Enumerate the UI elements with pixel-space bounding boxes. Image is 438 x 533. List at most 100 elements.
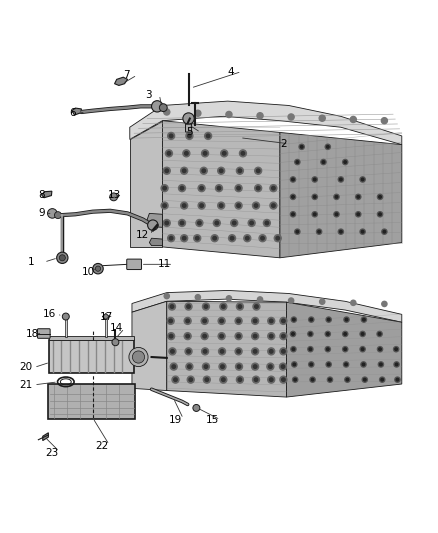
Text: 15: 15 [206,415,219,425]
Circle shape [218,318,225,325]
Circle shape [166,150,173,157]
Circle shape [312,212,318,217]
Circle shape [203,151,207,155]
Circle shape [237,365,241,368]
Circle shape [200,167,207,174]
Circle shape [253,319,257,322]
Circle shape [220,376,227,383]
Circle shape [293,363,296,366]
Circle shape [165,221,169,225]
Circle shape [230,237,234,240]
Circle shape [290,194,296,199]
Circle shape [226,111,232,118]
Text: 19: 19 [169,415,182,425]
Circle shape [169,319,173,322]
Circle shape [360,332,365,336]
Circle shape [253,334,257,338]
Circle shape [395,377,400,382]
Circle shape [221,150,228,157]
Circle shape [189,378,192,382]
Circle shape [345,377,350,382]
Circle shape [344,317,349,322]
Circle shape [219,348,226,355]
Circle shape [169,348,176,355]
Circle shape [202,303,209,310]
Circle shape [180,221,184,225]
Circle shape [198,202,205,209]
Circle shape [252,318,258,325]
Circle shape [204,365,208,368]
Circle shape [187,305,190,308]
Text: 8: 8 [39,190,45,200]
Circle shape [395,363,398,366]
Circle shape [256,169,260,173]
Circle shape [201,318,208,325]
Circle shape [344,333,346,335]
Circle shape [252,333,258,340]
Circle shape [184,333,191,340]
Circle shape [309,333,312,335]
Circle shape [292,178,294,181]
Circle shape [165,169,169,173]
Circle shape [325,144,330,149]
Circle shape [288,114,294,120]
Circle shape [237,303,244,310]
Circle shape [314,196,316,198]
Polygon shape [115,77,127,85]
Circle shape [334,194,339,199]
Text: 16: 16 [43,309,56,319]
Circle shape [326,362,331,367]
Circle shape [198,221,201,225]
Circle shape [219,169,223,173]
Circle shape [274,235,281,241]
Circle shape [378,333,381,335]
FancyBboxPatch shape [49,341,134,373]
Circle shape [292,213,294,215]
Circle shape [253,376,259,383]
Circle shape [220,334,223,338]
Circle shape [183,204,186,207]
Circle shape [395,348,397,351]
Circle shape [265,221,268,225]
Circle shape [312,177,318,182]
Circle shape [54,212,61,219]
Circle shape [393,346,399,352]
Polygon shape [49,336,134,341]
Circle shape [220,319,223,322]
Circle shape [335,196,338,198]
Circle shape [252,363,258,370]
Circle shape [235,184,242,192]
Circle shape [380,377,385,382]
Circle shape [253,350,257,353]
Circle shape [380,363,382,366]
Circle shape [318,230,321,233]
Circle shape [269,350,273,353]
Circle shape [290,177,296,182]
Circle shape [362,363,365,366]
Circle shape [181,235,187,241]
Circle shape [296,161,299,163]
Circle shape [62,313,69,320]
Circle shape [363,318,365,321]
Circle shape [321,159,326,165]
Circle shape [181,167,187,174]
Circle shape [338,177,343,182]
Circle shape [290,212,296,217]
Circle shape [237,319,240,322]
Circle shape [163,204,166,207]
Circle shape [343,332,348,336]
Circle shape [238,378,242,382]
Text: 17: 17 [99,312,113,321]
Circle shape [203,334,206,338]
Circle shape [186,334,189,338]
Circle shape [268,365,272,368]
Circle shape [268,376,275,383]
Text: 12: 12 [136,230,149,240]
Circle shape [193,405,200,411]
Circle shape [256,187,260,190]
Polygon shape [42,191,52,198]
Circle shape [328,378,331,381]
Circle shape [159,104,167,111]
Circle shape [312,194,318,199]
Circle shape [292,333,294,335]
